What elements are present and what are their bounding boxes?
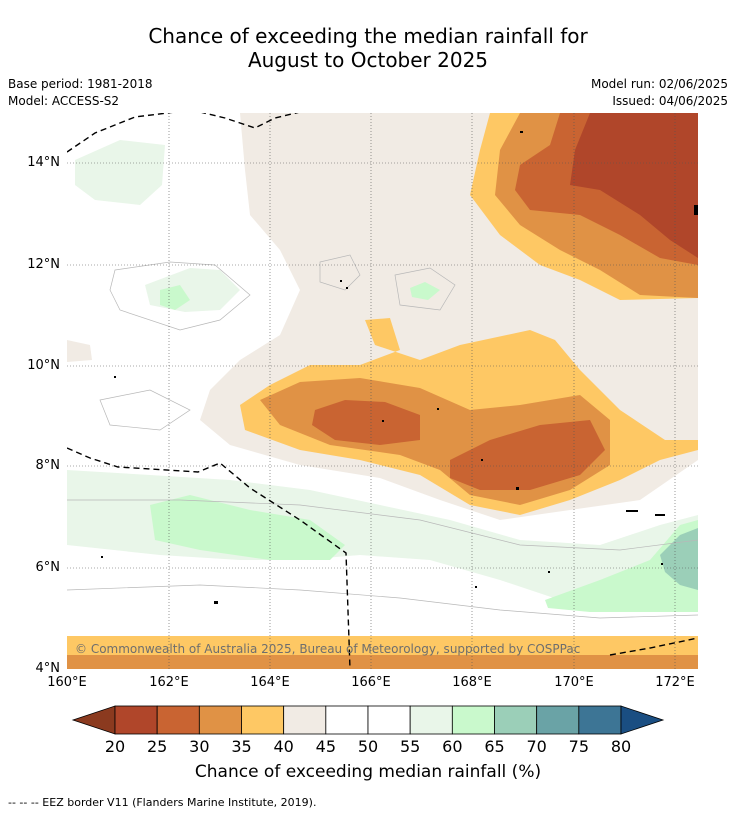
colorbar-segment: [156, 705, 200, 735]
colorbar-segment: [578, 705, 622, 735]
colorbar-tick-label: 45: [315, 737, 336, 756]
colorbar-tick-label: 25: [146, 737, 168, 756]
issued-date: Issued: 04/06/2025: [612, 94, 728, 108]
colorbar-tick-label: 50: [357, 737, 379, 756]
model-run: Model run: 02/06/2025: [590, 77, 728, 91]
colorbar-tick-label: 60: [442, 737, 463, 756]
colorbar-segment: [367, 705, 411, 735]
colorbar-extend-low: [71, 705, 116, 735]
colorbar-segment: [325, 705, 369, 735]
contour-25-30-mid: [312, 400, 420, 445]
eez-border: [67, 113, 698, 669]
colorbar-tick-label: 55: [399, 737, 421, 756]
contour-30-35-bottom: [67, 655, 698, 669]
lon-label-166e: 166°E: [351, 675, 391, 690]
colorbar-segment: [536, 705, 580, 735]
lat-label-8n: 8°N: [35, 458, 61, 473]
contour-60-65-small2: [410, 282, 440, 300]
colorbar-title: Chance of exceeding median rainfall (%): [194, 762, 542, 782]
colorbar-segment: [494, 705, 538, 735]
islands: [101, 131, 698, 604]
title-line-2: August to October 2025: [247, 48, 489, 72]
colorbar-segment: [114, 705, 158, 735]
base-period: Base period: 1981-2018: [8, 77, 153, 91]
colorbar: [71, 705, 665, 735]
contour-60-65-east: [545, 520, 698, 612]
colorbar-extend-high: [620, 705, 665, 735]
contour-55-60-south: [67, 470, 698, 600]
title-line-1: Chance of exceeding the median rainfall …: [148, 24, 588, 48]
colorbar-segment: [283, 705, 327, 735]
lat-label-10n: 10°N: [27, 358, 60, 373]
contour-65-70: [660, 528, 698, 590]
contour-60-65-small: [160, 285, 190, 310]
lat-label-12n: 12°N: [27, 257, 60, 272]
map-plot-area: [67, 113, 698, 669]
contour-60-65: [150, 495, 345, 560]
model-name: Model: ACCESS-S2: [8, 94, 120, 108]
lon-label-162e: 162°E: [149, 675, 189, 690]
colorbar-segment: [451, 705, 495, 735]
lon-label-164e: 164°E: [250, 675, 290, 690]
gridlines: [67, 113, 698, 669]
contour-lines: [67, 254, 698, 619]
lon-label-172e: 172°E: [655, 675, 695, 690]
colorbar-segment: [241, 705, 285, 735]
eez-footnote: -- -- -- EEZ border V11 (Flanders Marine…: [8, 796, 317, 809]
contour-25-30-mid2: [450, 420, 605, 490]
copyright-notice: © Commonwealth of Australia 2025, Bureau…: [75, 642, 581, 656]
lon-label-168e: 168°E: [452, 675, 492, 690]
colorbar-tick-label: 20: [104, 737, 126, 756]
contour-55-60-west: [75, 140, 165, 205]
colorbar-tick-label: 70: [526, 737, 547, 756]
colorbar-tick-label: 30: [189, 737, 210, 756]
colorbar-tick-label: 35: [231, 737, 252, 756]
lon-label-170e: 170°E: [554, 675, 594, 690]
colorbar-segment: [409, 705, 453, 735]
colorbar-tick-label: 40: [273, 737, 294, 756]
lon-label-160e: 160°E: [47, 675, 87, 690]
colorbar-segment: [198, 705, 242, 735]
lat-label-4n: 4°N: [35, 661, 61, 676]
colorbar-tick-label: 75: [568, 737, 589, 756]
lat-label-6n: 6°N: [35, 560, 61, 575]
contour-40-45-edge: [67, 340, 92, 362]
colorbar-tick-label: 80: [610, 737, 632, 756]
contour-20-25: [570, 113, 698, 258]
lat-label-14n: 14°N: [27, 155, 60, 170]
colorbar-tick-label: 65: [484, 737, 505, 756]
